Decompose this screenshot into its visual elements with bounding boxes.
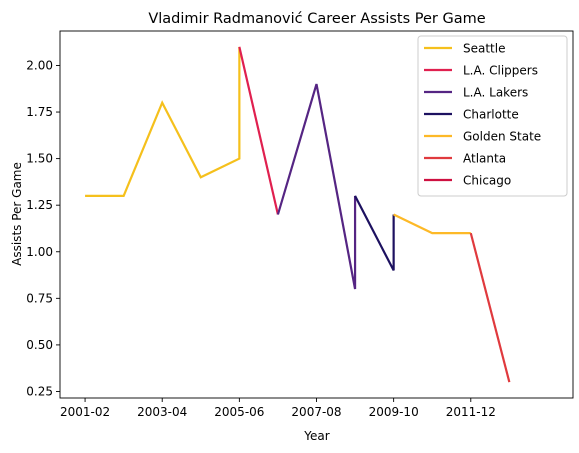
x-tick-label: 2009-10 <box>369 405 419 419</box>
y-tick-label: 0.50 <box>26 338 53 352</box>
legend-box <box>417 35 568 197</box>
legend: Seattle L.A. Clippers L.A. Lakers Charlotte… <box>417 35 568 197</box>
y-axis-label: Assists Per Game <box>10 162 24 266</box>
legend-entry-label: L.A. Clippers <box>463 64 538 78</box>
legend-entry-label: Chicago <box>463 174 511 188</box>
series-lines <box>85 46 511 383</box>
legend-entry-label: Golden State <box>463 130 541 144</box>
legend-entry-label: L.A. Lakers <box>463 86 528 100</box>
legend-entry-label: Seattle <box>463 42 505 56</box>
x-axis-label: Year <box>303 429 329 443</box>
x-tick-label: 2011-12 <box>446 405 496 419</box>
series-line-l-a-lakers <box>276 83 357 290</box>
y-tick-label: 1.75 <box>26 105 53 119</box>
plot-area-frame <box>59 30 574 399</box>
y-tick-label: 1.50 <box>26 152 53 166</box>
legend-entry-label: Charlotte <box>463 108 519 122</box>
series-line-seattle <box>85 46 241 197</box>
y-tick-label: 0.75 <box>26 291 53 305</box>
x-tick-label: 2001-02 <box>60 405 110 419</box>
y-tick-label: 2.00 <box>26 58 53 72</box>
legend-entry-label: Atlanta <box>463 152 506 166</box>
series-line-atlanta <box>469 232 511 383</box>
chart-title: Vladimir Radmanović Career Assists Per G… <box>148 11 485 27</box>
series-line-charlotte <box>354 195 395 271</box>
x-tick-label: 2003-04 <box>137 405 187 419</box>
y-tick-label: 0.25 <box>26 384 53 398</box>
axis-ticks: 2001-02 2003-04 2005-06 2007-08 2009-10 2011-… <box>26 58 496 419</box>
series-line-l-a-clippers <box>238 46 280 215</box>
y-tick-label: 1.25 <box>26 198 53 212</box>
y-tick-label: 1.00 <box>26 245 53 259</box>
series-line-golden-state <box>393 213 471 235</box>
x-tick-label: 2007-08 <box>291 405 341 419</box>
x-tick-label: 2005-06 <box>214 405 264 419</box>
